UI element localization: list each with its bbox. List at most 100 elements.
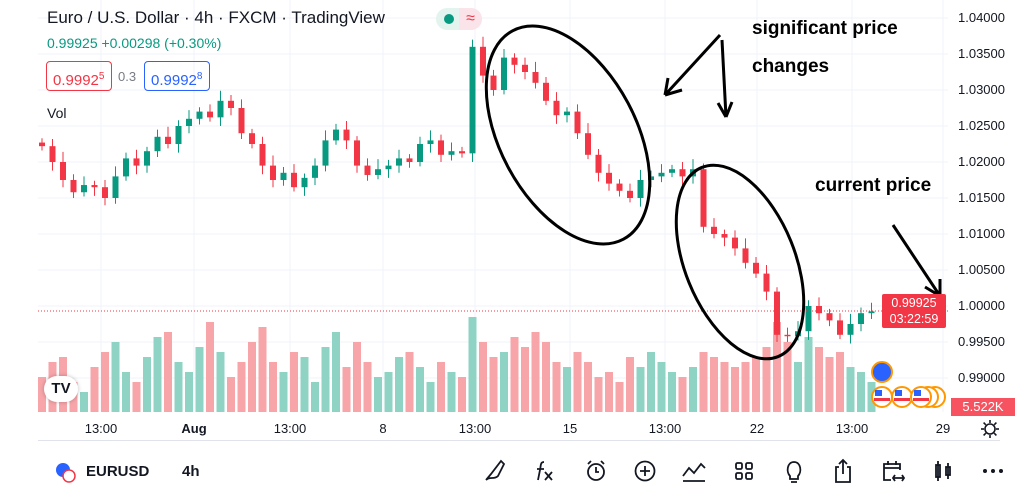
price-tick-label: 1.02000 xyxy=(958,154,1005,169)
volume-bar xyxy=(38,377,46,412)
volume-bar xyxy=(773,322,781,412)
volume-bar xyxy=(132,382,141,412)
delayed-data-icon: ≈ xyxy=(459,8,482,30)
candle-body xyxy=(490,75,497,90)
price-change: 0.99925 +0.00298 (+0.30%) xyxy=(47,35,222,51)
price-tick-label: 1.00000 xyxy=(958,298,1005,313)
compare-button[interactable] xyxy=(679,456,709,486)
volume-bar xyxy=(804,337,813,412)
chart-settings-button[interactable] xyxy=(979,418,1001,440)
layout-grid-button[interactable] xyxy=(729,456,759,486)
volume-bar xyxy=(584,362,592,412)
more-button[interactable] xyxy=(978,456,1008,486)
candle-body xyxy=(679,169,686,177)
candle-body xyxy=(847,324,854,335)
candle-body xyxy=(753,262,759,274)
candles xyxy=(39,36,875,344)
volume-bar xyxy=(458,377,466,412)
share-button[interactable] xyxy=(828,456,858,486)
annotation-text: significant price xyxy=(752,18,898,39)
time-tick-label: 22 xyxy=(749,421,765,436)
volume-bar xyxy=(794,362,802,412)
candle-body xyxy=(364,165,371,175)
volume-bar xyxy=(668,372,676,412)
chart-title: Euro / U.S. Dollar · 4h · FXCM · Trading… xyxy=(47,8,385,27)
annotation-text: current price xyxy=(815,175,932,196)
draw-button[interactable] xyxy=(480,456,510,486)
candle-body xyxy=(732,237,738,249)
volume-bar xyxy=(846,367,855,412)
volume-value-label: 5.522K xyxy=(951,398,1015,416)
candle-body xyxy=(333,129,339,141)
indicators-fx-button[interactable] xyxy=(530,456,560,486)
market-open-dot-icon xyxy=(444,14,454,24)
volume-bar xyxy=(384,372,393,412)
time-tick-label: 29 xyxy=(935,421,951,436)
candle-body xyxy=(291,172,297,188)
chart-type-candles-button[interactable] xyxy=(928,456,958,486)
candle-body xyxy=(669,169,675,173)
candle-body xyxy=(259,144,266,166)
ideas-bulb-icon xyxy=(786,461,802,483)
annotation-ellipse-2 xyxy=(674,163,806,361)
candle-body xyxy=(102,187,108,198)
candle-body xyxy=(826,313,833,321)
candle-body xyxy=(427,140,434,144)
volume-bar xyxy=(447,372,456,412)
replay-calendar-button[interactable] xyxy=(878,456,908,486)
volume-bar xyxy=(111,342,120,412)
gear-icon xyxy=(981,420,999,438)
ideas-bulb-button[interactable] xyxy=(779,456,809,486)
annotation-ellipse-1 xyxy=(484,24,652,246)
volume-indicator-label[interactable]: Vol xyxy=(47,105,67,121)
candle-body xyxy=(816,306,822,314)
interval-button[interactable]: 4h xyxy=(182,463,200,480)
volume-bar xyxy=(489,357,498,412)
time-tick-label: 15 xyxy=(562,421,578,436)
time-tick-label: 13:00 xyxy=(648,421,682,436)
buy-button[interactable]: 0.99928 xyxy=(144,61,210,91)
candle-body xyxy=(196,111,203,119)
symbol-button[interactable]: EURUSD xyxy=(86,463,150,480)
volume-bar xyxy=(353,342,361,412)
event-icons[interactable] xyxy=(871,361,946,408)
market-status-pill[interactable]: ≈ xyxy=(436,8,482,30)
volume-bar xyxy=(594,377,603,412)
volume-bar xyxy=(290,352,298,412)
candle-body xyxy=(154,136,161,152)
time-tick-label: 8 xyxy=(379,421,387,436)
candle-body xyxy=(186,118,192,126)
candle-body xyxy=(49,146,56,162)
candle-body xyxy=(175,126,182,144)
volume-bar xyxy=(857,372,865,412)
symbol-flag-icon xyxy=(54,461,76,483)
volume-bar xyxy=(143,357,151,412)
add-button[interactable] xyxy=(630,456,660,486)
alert-button[interactable] xyxy=(581,456,611,486)
price-tick-label: 1.03000 xyxy=(958,82,1005,97)
price-tick-label: 1.04000 xyxy=(958,10,1005,25)
candle-body xyxy=(868,311,875,314)
price-tick-label: 1.01500 xyxy=(958,190,1005,205)
volume-bar xyxy=(731,367,739,412)
candle-body xyxy=(417,144,423,162)
price-tick-label: 1.03500 xyxy=(958,46,1005,61)
candle-body xyxy=(207,111,213,118)
last-price-label: 0.99925 03:22:59 xyxy=(882,294,946,328)
candle-body xyxy=(322,140,329,166)
volume-bar xyxy=(395,357,403,412)
tradingview-logo[interactable]: TV xyxy=(44,376,78,402)
volume-bar xyxy=(405,352,414,412)
volume-bar xyxy=(825,357,834,412)
volume-bar xyxy=(80,392,88,412)
sell-button[interactable]: 0.99925 xyxy=(46,61,112,91)
candle-body xyxy=(112,176,119,198)
ask-price: 0.9992 xyxy=(151,72,197,89)
volume-bar xyxy=(573,352,582,412)
candle-body xyxy=(406,158,413,162)
candle-body xyxy=(39,142,45,147)
candle-body xyxy=(637,180,644,198)
candle-body xyxy=(700,169,707,227)
volume-bar xyxy=(563,367,571,412)
